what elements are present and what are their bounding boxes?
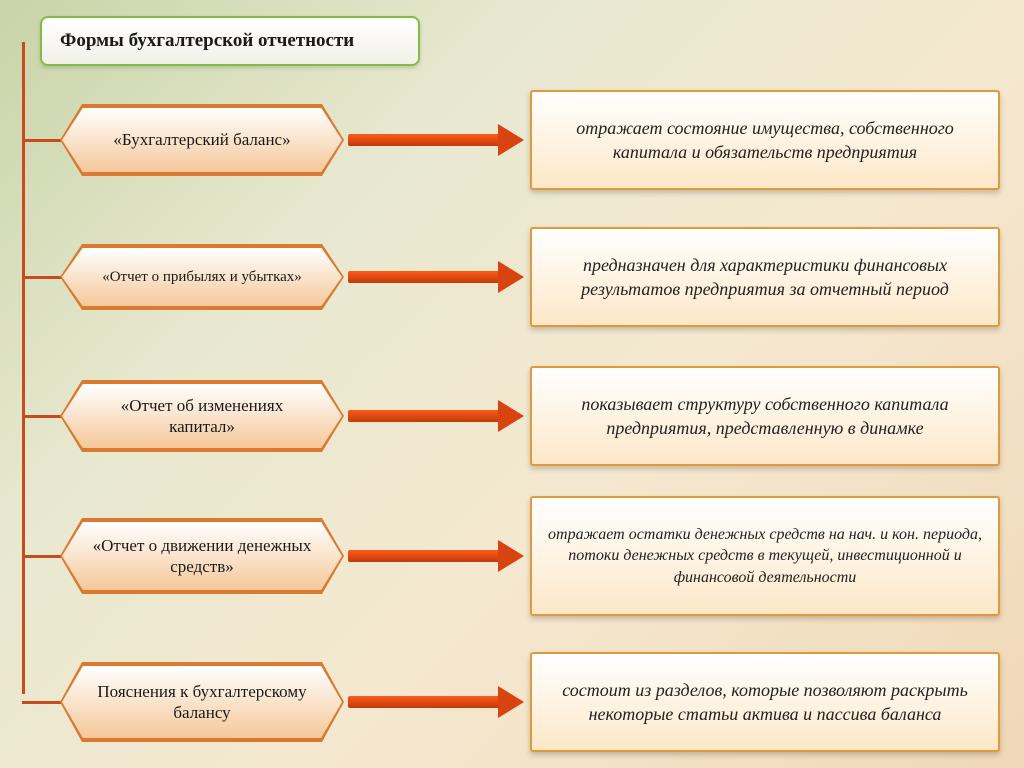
form-node-cashflow: «Отчет о движении денежных средств» xyxy=(62,520,342,592)
tree-connector-horizontal xyxy=(22,139,66,142)
form-node-pnl: «Отчет о прибылях и убытках» xyxy=(62,246,342,308)
tree-connector-horizontal xyxy=(22,415,66,418)
form-node-equity: «Отчет об изменениях капитал» xyxy=(62,382,342,450)
form-node-label: «Отчет о движении денежных средств» xyxy=(62,535,342,578)
tree-connector-horizontal xyxy=(22,701,66,704)
arrow-icon xyxy=(348,267,524,287)
form-description-text: отражает состояние имущества, собственно… xyxy=(546,116,984,165)
form-description-cashflow: отражает остатки денежных средств на нач… xyxy=(530,496,1000,616)
form-description-text: отражает остатки денежных средств на нач… xyxy=(546,524,984,589)
arrow-icon xyxy=(348,546,524,566)
diagram-title: Формы бухгалтерской отчетности xyxy=(40,16,420,66)
form-description-notes: состоит из разделов, которые позволяют р… xyxy=(530,652,1000,752)
form-description-equity: показывает структуру собственного капита… xyxy=(530,366,1000,466)
form-node-notes: Пояснения к бухгалтерскому балансу xyxy=(62,664,342,740)
form-description-text: показывает структуру собственного капита… xyxy=(546,392,984,441)
arrow-icon xyxy=(348,406,524,426)
form-description-text: состоит из разделов, которые позволяют р… xyxy=(546,678,984,727)
tree-connector-horizontal xyxy=(22,555,66,558)
form-node-label: «Отчет об изменениях капитал» xyxy=(62,395,342,438)
form-node-label: Пояснения к бухгалтерскому балансу xyxy=(62,681,342,724)
arrow-icon xyxy=(348,692,524,712)
diagram-title-text: Формы бухгалтерской отчетности xyxy=(60,30,354,52)
form-description-pnl: предназначен для характеристики финансов… xyxy=(530,227,1000,327)
arrow-icon xyxy=(348,130,524,150)
form-node-label: «Отчет о прибылях и убытках» xyxy=(74,268,330,287)
form-node-label: «Бухгалтерский баланс» xyxy=(85,129,318,150)
form-node-balance: «Бухгалтерский баланс» xyxy=(62,106,342,174)
form-description-text: предназначен для характеристики финансов… xyxy=(546,253,984,302)
tree-connector-horizontal xyxy=(22,276,66,279)
form-description-balance: отражает состояние имущества, собственно… xyxy=(530,90,1000,190)
